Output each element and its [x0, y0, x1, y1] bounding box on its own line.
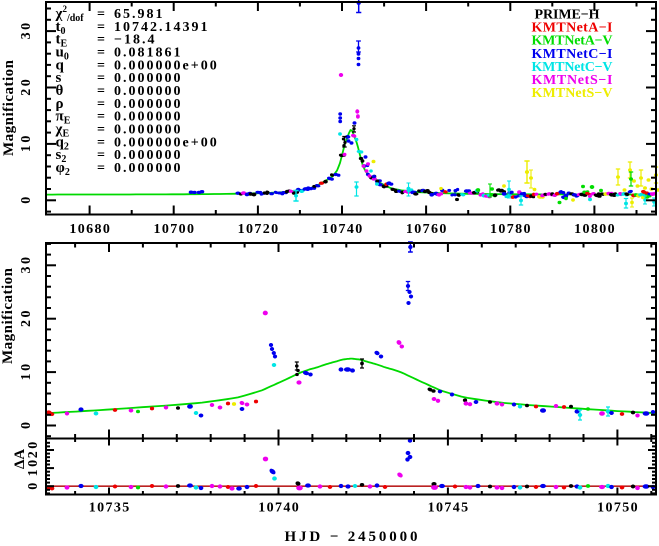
svg-text:0.000000e+00: 0.000000e+00 [114, 58, 219, 73]
svg-text:q: q [56, 57, 65, 73]
svg-text:65.981: 65.981 [114, 7, 165, 22]
svg-text:0.000000: 0.000000 [114, 84, 183, 99]
svg-text:0.081861: 0.081861 [114, 46, 183, 61]
svg-text:0.000000: 0.000000 [114, 123, 183, 138]
svg-text:=: = [97, 71, 105, 86]
svg-text:=: = [97, 123, 105, 138]
svg-text:0.000000: 0.000000 [114, 97, 183, 112]
svg-text:KMTNetS−I: KMTNetS−I [532, 73, 613, 88]
svg-text:0: 0 [19, 422, 34, 429]
svg-text:PRIME−H: PRIME−H [535, 8, 600, 23]
svg-text:10780: 10780 [490, 222, 530, 237]
svg-text:=: = [97, 97, 105, 112]
svg-text:=: = [97, 58, 105, 73]
svg-text:t0: t0 [56, 19, 66, 37]
svg-text:s2: s2 [56, 147, 67, 165]
svg-text:KMTNetS−V: KMTNetS−V [532, 86, 613, 101]
svg-text:0.000000: 0.000000 [114, 71, 183, 86]
svg-text:0: 0 [26, 483, 41, 490]
svg-text:HJD − 2450000: HJD − 2450000 [285, 529, 418, 545]
svg-text:=: = [97, 7, 105, 22]
svg-text:KMTNetC−V: KMTNetC−V [532, 60, 613, 75]
svg-text:=: = [97, 161, 105, 176]
svg-text:=: = [97, 135, 105, 150]
svg-text:0.000000: 0.000000 [114, 148, 183, 163]
svg-text:s: s [56, 70, 62, 86]
svg-text:KMTNetC−I: KMTNetC−I [532, 47, 613, 62]
svg-text:Magnification: Magnification [0, 267, 16, 364]
svg-text:ΔA: ΔA [12, 449, 28, 469]
svg-text:0: 0 [19, 197, 34, 204]
svg-text:10760: 10760 [406, 222, 447, 237]
svg-text:KMTNetA−I: KMTNetA−I [532, 21, 613, 36]
svg-text:10745: 10745 [428, 501, 469, 516]
svg-text:=: = [97, 46, 105, 61]
svg-text:10750: 10750 [597, 501, 638, 516]
svg-text:10800: 10800 [574, 222, 615, 237]
svg-text:=: = [97, 84, 105, 99]
svg-text:0.000000: 0.000000 [114, 161, 183, 176]
svg-text:10680: 10680 [69, 222, 110, 237]
svg-text:=: = [97, 33, 105, 48]
svg-text:0.000000: 0.000000 [114, 110, 183, 125]
svg-text:=: = [97, 148, 105, 163]
svg-text:10735: 10735 [89, 501, 129, 516]
svg-text:θ: θ [56, 83, 64, 99]
svg-text:=: = [97, 20, 105, 35]
svg-text:10740: 10740 [322, 222, 363, 237]
svg-text:10720: 10720 [238, 222, 279, 237]
svg-text:ρ: ρ [56, 96, 64, 112]
svg-text:KMTNetA−V: KMTNetA−V [532, 34, 613, 49]
svg-text:10740: 10740 [258, 501, 299, 516]
svg-text:10700: 10700 [153, 222, 194, 237]
svg-text:−18.4: −18.4 [114, 33, 156, 48]
svg-text:10742.14391: 10742.14391 [114, 20, 210, 35]
svg-text:=: = [97, 110, 105, 125]
svg-text:Magnification: Magnification [1, 59, 17, 156]
svg-text:0.000000e+00: 0.000000e+00 [114, 135, 219, 150]
